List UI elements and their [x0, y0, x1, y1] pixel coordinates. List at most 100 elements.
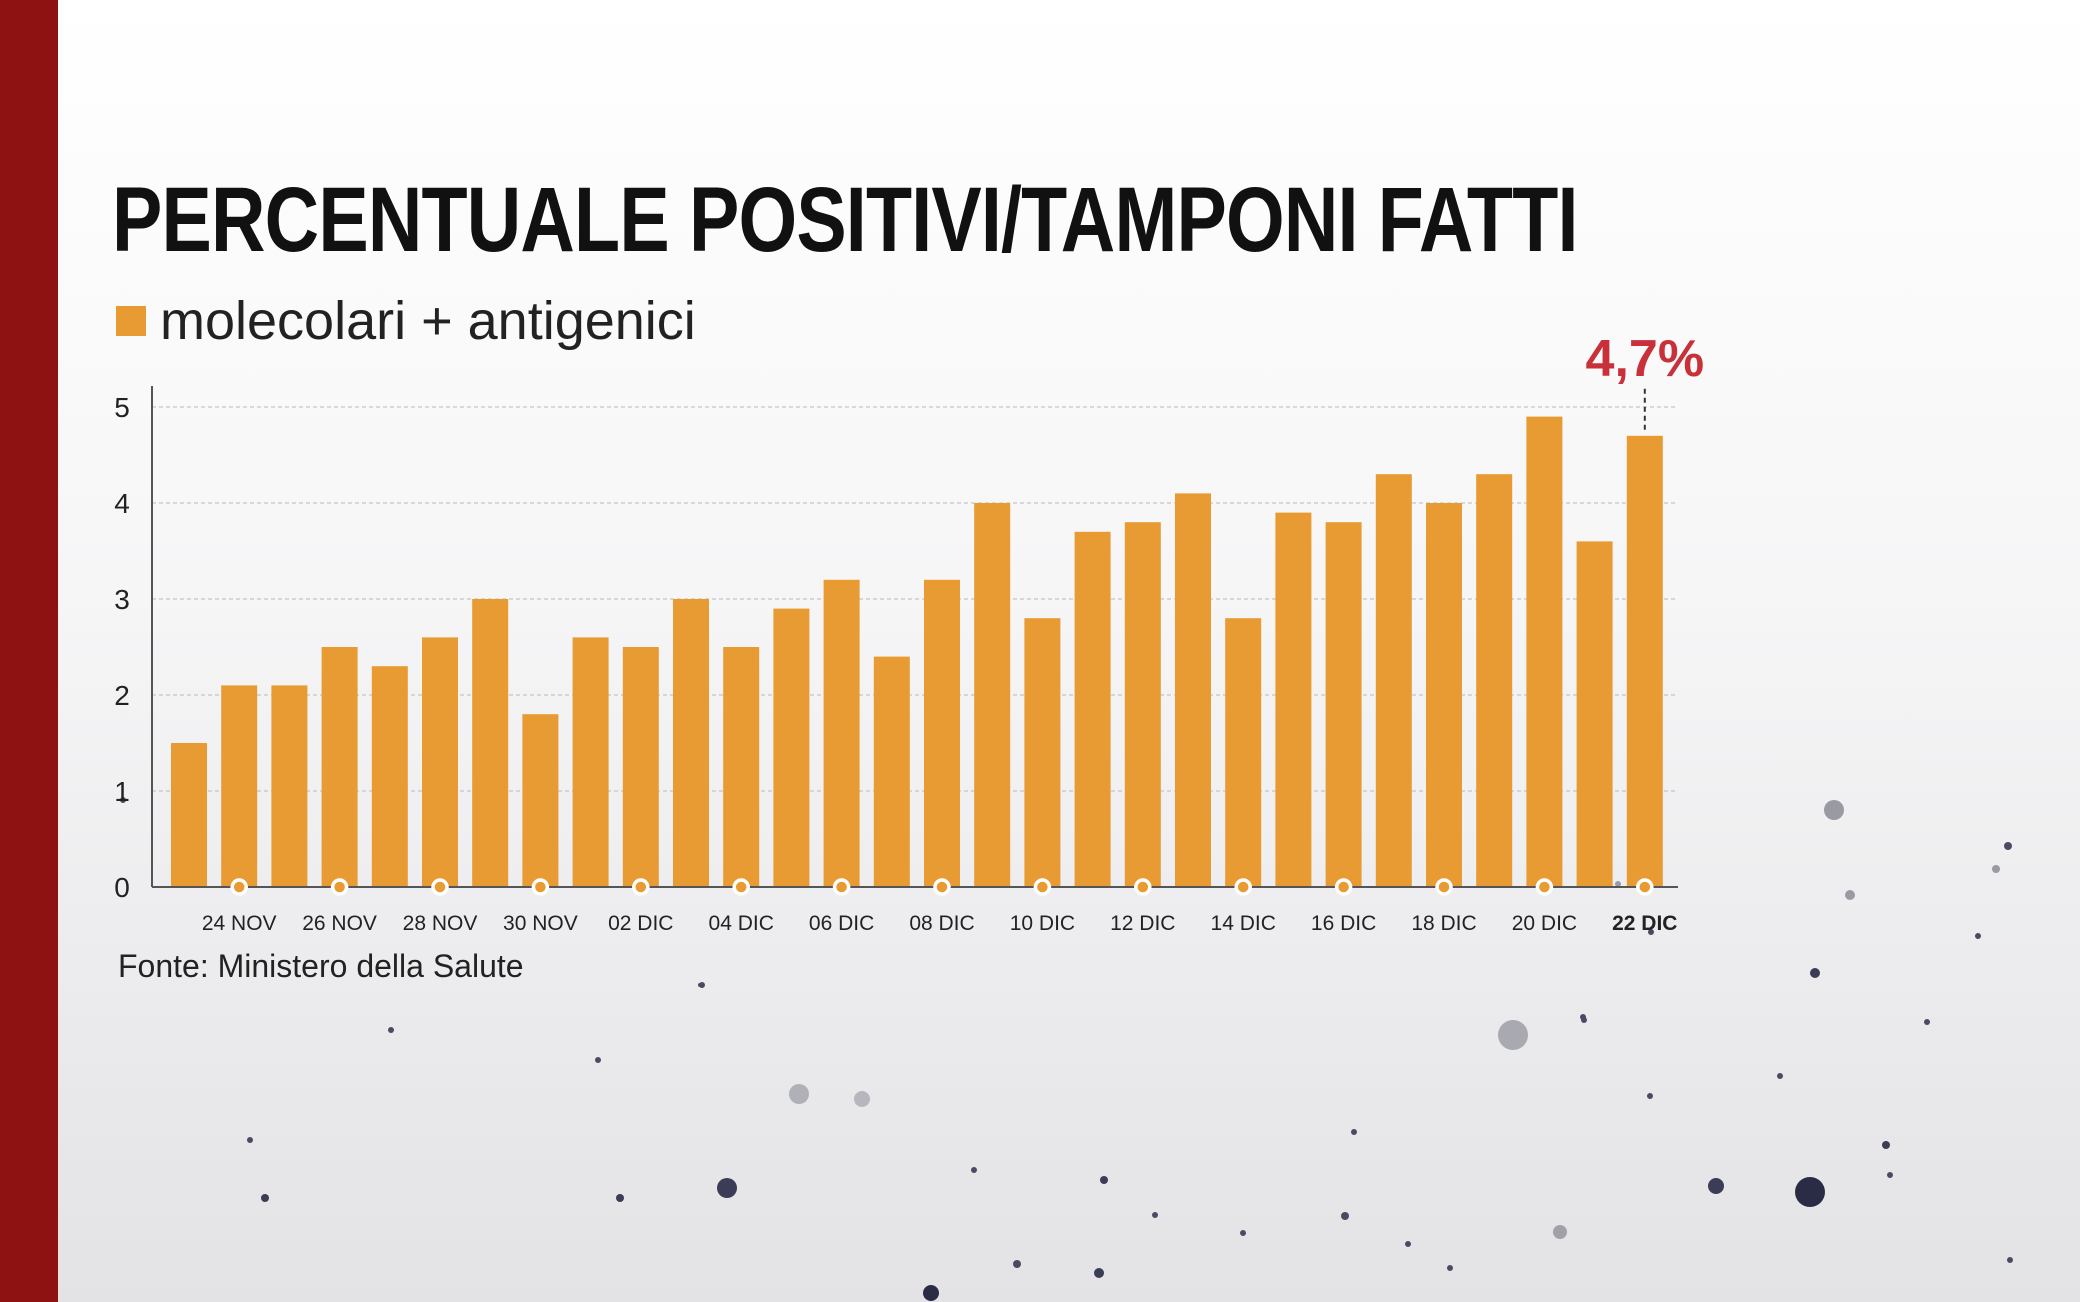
- x-tick-label: 04 DIC: [709, 912, 774, 935]
- bar: [1024, 618, 1061, 887]
- bar: [1426, 503, 1462, 887]
- tick-marker: [1033, 878, 1052, 896]
- particle: [971, 1167, 977, 1173]
- x-tick-label: 18 DIC: [1411, 912, 1476, 935]
- particle: [261, 1194, 269, 1202]
- particle: [1648, 929, 1654, 935]
- tick-marker: [933, 878, 951, 896]
- particle: [1795, 1177, 1825, 1207]
- bar: [873, 656, 910, 887]
- particle: [1992, 865, 2000, 873]
- tick-marker: [1435, 878, 1453, 896]
- bar: [1175, 493, 1211, 887]
- y-tick-label: 4: [114, 488, 130, 519]
- bar: [1375, 474, 1412, 887]
- particle: [2004, 842, 2012, 850]
- particle: [1581, 1017, 1587, 1023]
- particle: [698, 983, 702, 987]
- particle: [1351, 1129, 1357, 1135]
- x-tick-label: 10 DIC: [1010, 912, 1075, 935]
- particle: [1152, 1212, 1158, 1218]
- particle: [1013, 1260, 1021, 1268]
- bar: [1124, 522, 1161, 887]
- tick-marker: [1334, 878, 1353, 896]
- particle: [1777, 1073, 1783, 1079]
- y-tick-label: 3: [114, 584, 130, 615]
- source-note: Fonte: Ministero della Salute: [118, 948, 524, 984]
- x-tick-label: 26 NOV: [302, 912, 377, 935]
- bar: [422, 637, 458, 887]
- y-tick-label: 5: [114, 392, 130, 423]
- particle: [1341, 1212, 1349, 1220]
- tick-marker: [1234, 878, 1252, 896]
- tick-marker: [230, 878, 248, 896]
- particle: [789, 1084, 809, 1104]
- bar: [321, 647, 358, 887]
- particle: [923, 1285, 939, 1301]
- bar: [1275, 512, 1312, 887]
- bar: [1325, 522, 1362, 887]
- bar: [1626, 435, 1663, 887]
- bar: [622, 647, 659, 887]
- particle: [1094, 1268, 1104, 1278]
- particle: [1647, 1093, 1653, 1099]
- particle: [1845, 890, 1855, 900]
- particle: [120, 797, 126, 803]
- annotation-label: 4,7%: [1586, 330, 1705, 388]
- x-tick-label: 20 DIC: [1512, 912, 1577, 935]
- tick-marker: [431, 878, 449, 896]
- tick-marker: [632, 878, 650, 896]
- particle: [1975, 933, 1981, 939]
- tick-marker: [832, 878, 851, 896]
- x-tick-label: 12 DIC: [1110, 912, 1175, 935]
- accent-side-bar: [0, 0, 58, 1302]
- x-tick-label: 24 NOV: [202, 912, 277, 935]
- tick-marker: [732, 878, 750, 896]
- bar: [472, 599, 509, 887]
- bar: [1225, 618, 1262, 887]
- bar: [271, 685, 308, 887]
- x-tick-label: 14 DIC: [1211, 912, 1276, 935]
- bar: [723, 647, 760, 887]
- chart-title: PERCENTUALE POSITIVI/TAMPONI FATTI: [112, 169, 1578, 271]
- legend-swatch: [116, 306, 146, 336]
- particle: [1405, 1241, 1411, 1247]
- particle: [1240, 1230, 1246, 1236]
- y-tick-label: 0: [114, 872, 130, 903]
- particle: [1882, 1141, 1890, 1149]
- bar: [171, 743, 207, 887]
- particle: [717, 1178, 737, 1198]
- particle: [854, 1091, 870, 1107]
- particle: [388, 1027, 394, 1033]
- x-tick-label: 30 NOV: [503, 912, 578, 935]
- particle: [247, 1137, 253, 1143]
- particle: [1924, 1019, 1930, 1025]
- particle: [1447, 1265, 1453, 1271]
- x-tick-label: 02 DIC: [608, 912, 673, 935]
- bar: [1526, 416, 1563, 887]
- x-tick-label: 06 DIC: [809, 912, 874, 935]
- bar: [974, 503, 1011, 887]
- x-tick-label: 22 DIC: [1612, 912, 1677, 935]
- y-tick-label: 1: [114, 776, 130, 807]
- particle: [595, 1057, 601, 1063]
- particle: [616, 1194, 624, 1202]
- tick-marker: [1134, 878, 1152, 896]
- particle: [1824, 800, 1844, 820]
- bar: [371, 666, 408, 887]
- particle: [1887, 1172, 1893, 1178]
- bar: [1074, 531, 1111, 887]
- particle: [1615, 881, 1621, 887]
- particle: [1498, 1020, 1528, 1050]
- particle: [1100, 1176, 1108, 1184]
- bar: [221, 685, 258, 887]
- legend-label: molecolari + antigenici: [160, 291, 696, 351]
- tick-marker: [330, 878, 349, 896]
- tick-marker: [1535, 878, 1554, 896]
- legend: molecolari + antigenici: [116, 290, 696, 352]
- tick-marker: [1636, 878, 1654, 896]
- tick-marker: [531, 878, 550, 896]
